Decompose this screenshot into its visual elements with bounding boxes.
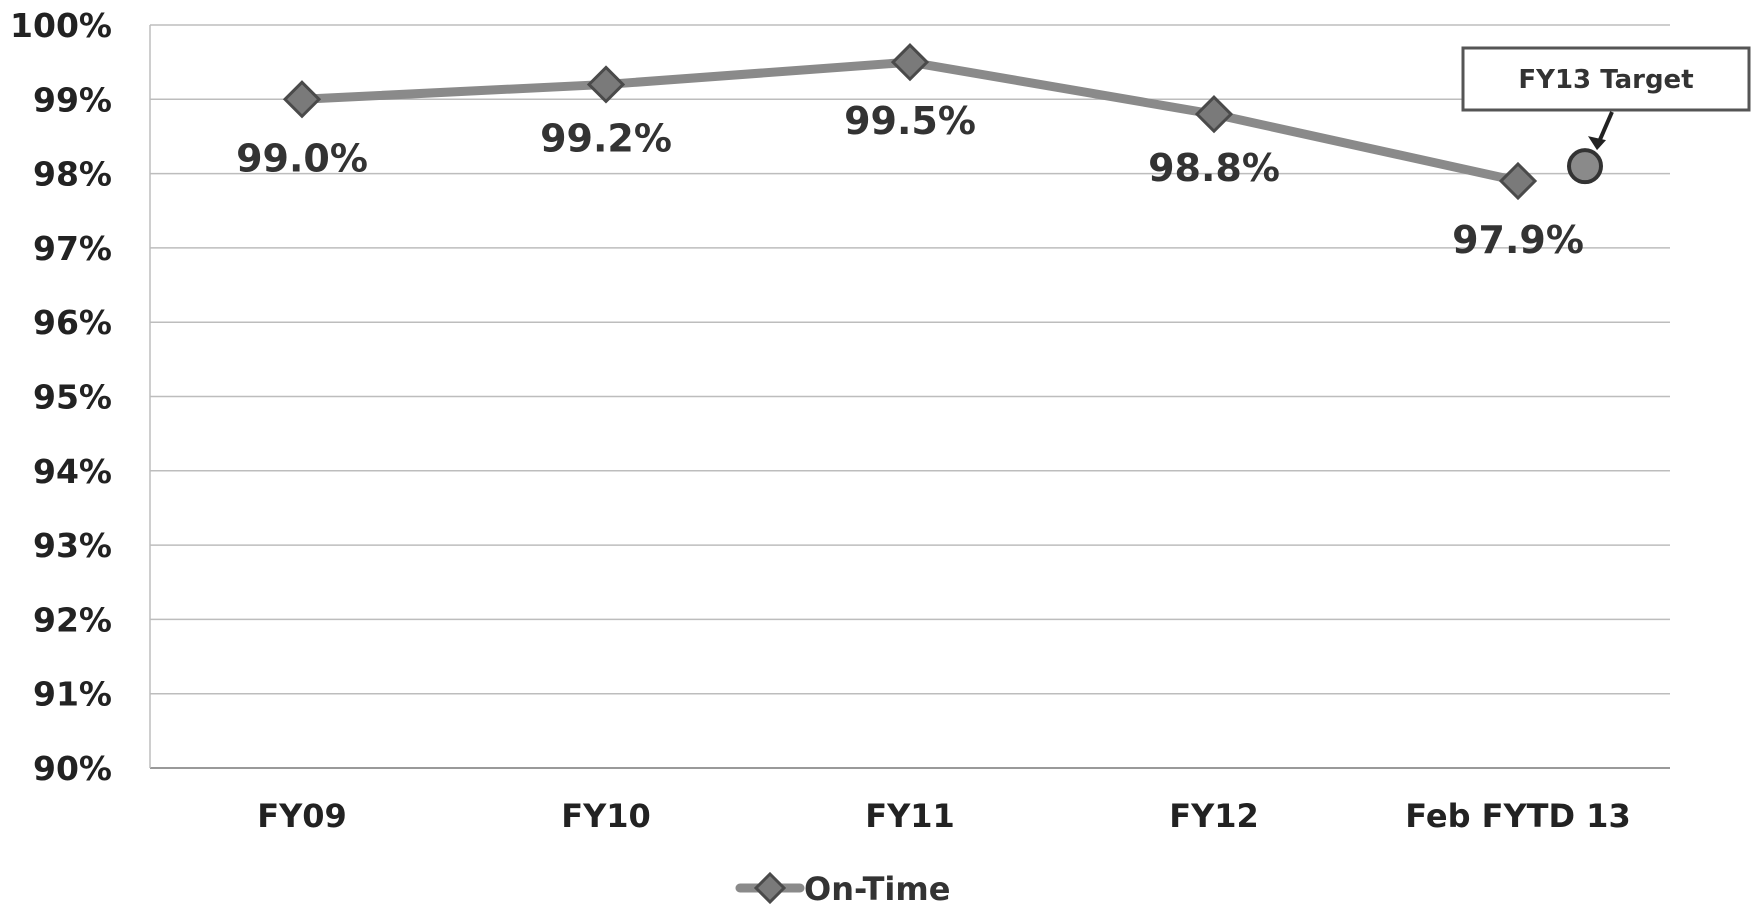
- data-point-marker: [282, 80, 322, 119]
- target-callout-box: [1461, 46, 1751, 112]
- y-tick-label: 100%: [10, 6, 112, 45]
- data-label: 99.2%: [540, 116, 672, 160]
- y-tick-label: 90%: [33, 749, 112, 788]
- y-tick-label: 96%: [33, 303, 112, 342]
- legend-marker-swatch: [753, 871, 787, 905]
- target-arrow-head: [1588, 136, 1606, 151]
- data-label: 97.9%: [1452, 218, 1584, 262]
- x-tick-label: FY12: [1169, 797, 1259, 835]
- x-axis-tick-labels: FY09 FY10 FY11 FY12 Feb FYTD 13: [257, 797, 1630, 835]
- data-point-marker: [1194, 95, 1234, 134]
- y-tick-label: 91%: [33, 675, 112, 714]
- y-tick-label: 97%: [33, 229, 112, 268]
- y-tick-label: 92%: [33, 600, 112, 639]
- y-tick-label: 94%: [33, 452, 112, 491]
- data-labels: 99.0% 99.2% 99.5% 98.8% 97.9%: [236, 99, 1584, 262]
- y-tick-label: 98%: [33, 155, 112, 194]
- y-tick-label: 95%: [33, 378, 112, 417]
- x-tick-label: FY11: [865, 797, 955, 835]
- target-marker: [1567, 148, 1603, 185]
- y-tick-label: 93%: [33, 526, 112, 565]
- data-point-marker: [586, 65, 626, 104]
- target-callout-label: FY13 Target: [1518, 65, 1693, 95]
- y-axis-tick-labels: 90% 91% 92% 93% 94% 95% 96% 97% 98% 99% 100%: [10, 6, 112, 788]
- x-tick-label: Feb FYTD 13: [1405, 797, 1630, 835]
- gridlines: [149, 24, 1670, 769]
- x-tick-label: FY10: [561, 797, 651, 835]
- series-on-time: [282, 43, 1538, 201]
- data-label: 99.0%: [236, 136, 368, 180]
- data-label: 98.8%: [1148, 146, 1280, 190]
- data-point-marker: [1498, 161, 1538, 201]
- target-callout-arrow: [1596, 111, 1614, 145]
- data-point-marker: [890, 43, 930, 82]
- legend: On-Time: [735, 870, 950, 908]
- y-tick-label: 99%: [33, 80, 112, 119]
- data-label: 99.5%: [844, 99, 976, 143]
- target-callout: FY13 Target: [1461, 46, 1751, 185]
- x-tick-label: FY09: [257, 797, 347, 835]
- legend-label: On-Time: [804, 870, 950, 908]
